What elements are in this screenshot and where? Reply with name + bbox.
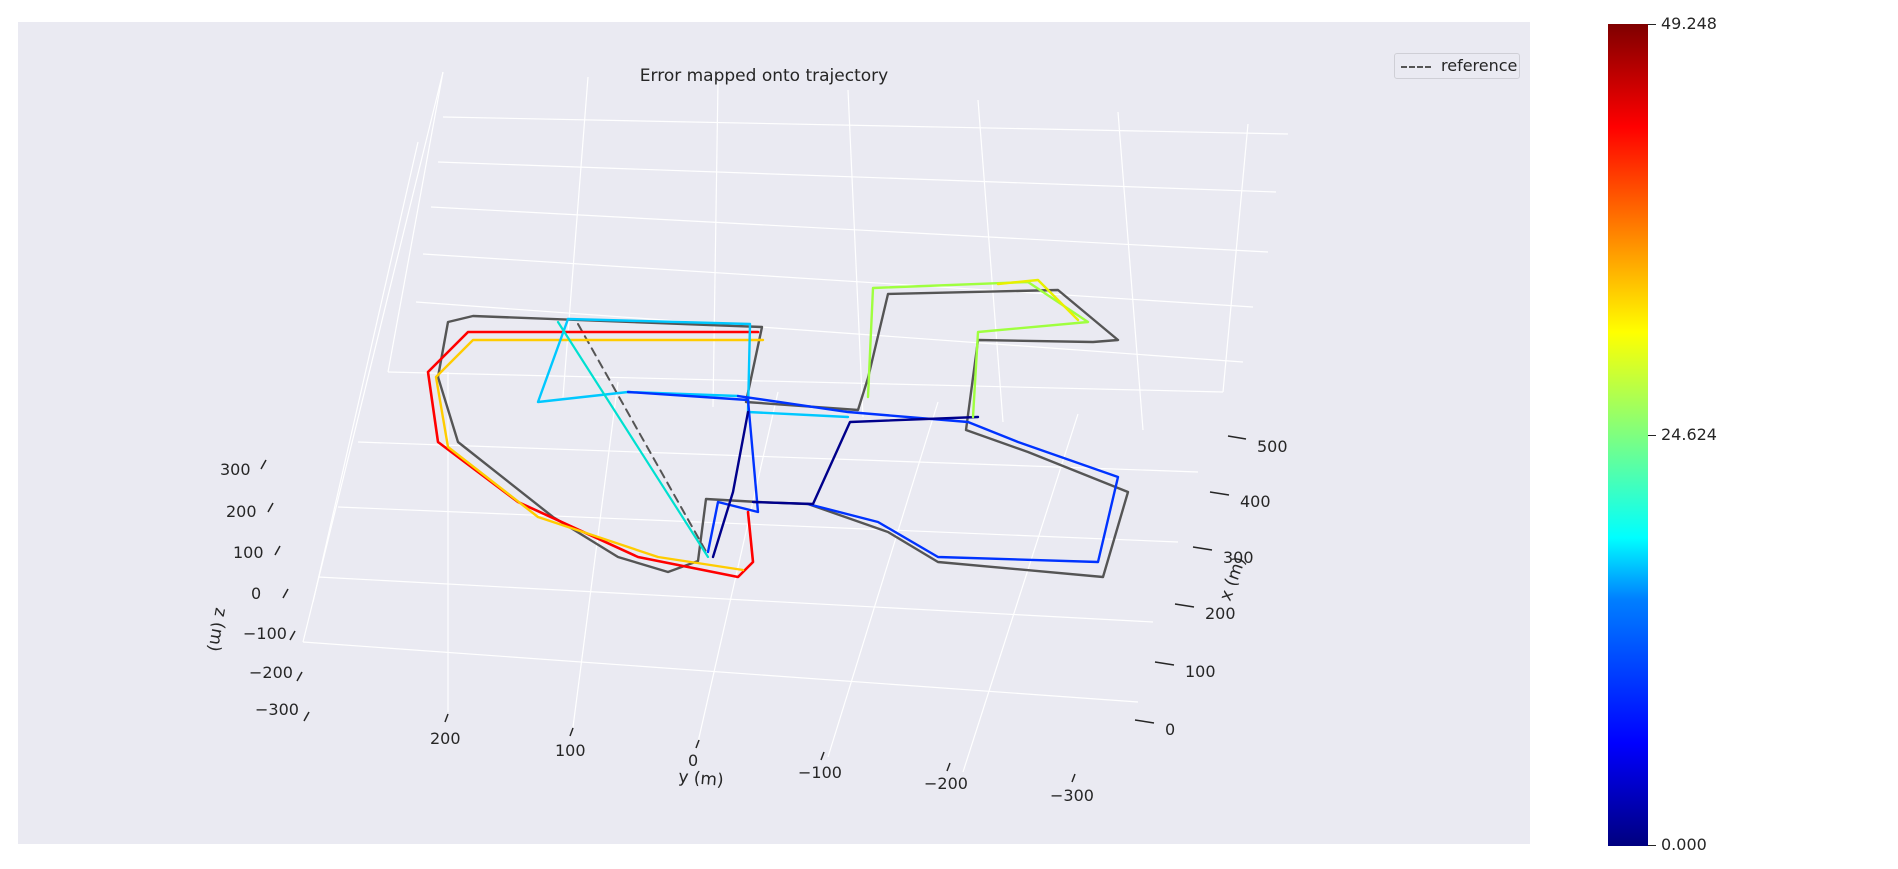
colorbar-tick-label: 49.248: [1661, 14, 1717, 33]
colorbar-tick: [1648, 845, 1656, 846]
y-tick: −100: [798, 751, 842, 782]
z-axis: 300 200 100 0 −100 −200 −300 z (m): [203, 459, 310, 722]
y-tick: 0: [688, 739, 700, 770]
z-tick-label: −300: [255, 700, 299, 719]
x-tick: 300: [1192, 546, 1254, 567]
grid-line: [562, 76, 589, 398]
grid-line: [572, 381, 619, 728]
x-tick-label: 200: [1205, 604, 1236, 623]
colorbar-tick-label: 0.000: [1661, 835, 1707, 854]
z-tick: 0: [251, 584, 289, 603]
y-tick: 100: [555, 727, 586, 760]
grid-line: [387, 71, 444, 373]
grid-line: [712, 81, 719, 408]
error-colored-segment: [536, 317, 850, 419]
z-tick-label: 300: [220, 460, 251, 479]
grid-line: [962, 413, 1079, 773]
y-tick-label: −300: [1050, 786, 1094, 805]
y-tick: −300: [1050, 773, 1094, 805]
legend-label: reference: [1441, 56, 1518, 75]
z-tick-label: −200: [249, 663, 293, 682]
legend-dashed-line-icon: [1401, 66, 1431, 68]
colorbar-tick: [1648, 435, 1656, 436]
grid-lines: [302, 71, 1289, 773]
chart-svg: Error mapped onto trajectory 0 100 200 3…: [203, 66, 1289, 805]
z-tick-label: 200: [226, 502, 257, 521]
grid-line: [302, 71, 444, 643]
y-tick-label: −200: [924, 774, 968, 793]
x-tick-label: 100: [1185, 662, 1216, 681]
grid-line: [977, 99, 1004, 423]
y-axis-label: y (m): [678, 767, 725, 791]
plot-area: Error mapped onto trajectory 0 100 200 3…: [18, 22, 1530, 844]
y-tick: 200: [430, 713, 461, 748]
grid-line: [387, 371, 1224, 393]
z-tick: −100: [243, 624, 296, 643]
x-tick-label: 400: [1240, 492, 1271, 511]
colorbar-tick-label: 24.624: [1661, 425, 1717, 444]
grid-line: [697, 391, 779, 743]
grid-line: [827, 401, 939, 758]
error-colored-segment: [626, 390, 1120, 564]
x-axis: 0 100 200 300 400 500 x (m): [1134, 435, 1288, 739]
y-tick-label: 100: [555, 741, 586, 760]
error-colored-segment: [866, 280, 1090, 419]
error-colored-segment: [711, 410, 980, 559]
grid-line: [442, 116, 1289, 135]
colorbar-tick: [1648, 24, 1656, 25]
x-axis-label: x (m): [1216, 554, 1250, 603]
x-tick: 100: [1154, 661, 1216, 681]
trajectory-group: [426, 278, 1130, 579]
error-colored-segment: [996, 278, 1080, 322]
z-tick-label: 0: [251, 584, 261, 603]
grid-line: [430, 206, 1269, 253]
y-tick-label: 0: [688, 751, 698, 770]
y-tick: −200: [924, 762, 968, 793]
z-tick: 100: [233, 543, 281, 562]
grid-line: [357, 441, 1199, 473]
x-tick-label: 500: [1257, 437, 1288, 456]
y-tick-label: 200: [430, 729, 461, 748]
y-tick-label: −100: [798, 763, 842, 782]
x-tick: 0: [1134, 719, 1175, 739]
x-tick-label: 300: [1223, 548, 1254, 567]
reference-dash: [577, 323, 709, 556]
error-colored-segment: [434, 338, 765, 572]
x-tick: 200: [1174, 603, 1236, 623]
x-tick: 500: [1227, 435, 1288, 456]
grid-line: [415, 301, 1244, 363]
grid-line: [312, 141, 419, 603]
grid-line: [302, 641, 1139, 703]
grid-line: [1222, 123, 1249, 393]
z-tick: −200: [249, 663, 303, 682]
legend: reference: [1394, 53, 1520, 79]
z-tick-label: 100: [233, 543, 264, 562]
z-tick: 200: [226, 502, 274, 521]
colorbar: [1608, 24, 1648, 846]
error-colored-segment: [556, 320, 710, 559]
chart-title: Error mapped onto trajectory: [640, 66, 888, 86]
y-axis: 200 100 0 −100 −200 −300 y (m): [430, 713, 1094, 805]
grid-line: [337, 506, 1179, 543]
z-tick-label: −100: [243, 624, 287, 643]
grid-line: [317, 576, 1154, 623]
grid-line: [422, 253, 1254, 308]
z-tick: 300: [220, 459, 267, 479]
z-axis-label: z (m): [203, 606, 230, 653]
x-tick: 400: [1209, 491, 1271, 511]
grid-line: [1117, 111, 1144, 431]
grid-line: [437, 161, 1277, 193]
z-tick: −300: [255, 700, 310, 722]
x-tick-label: 0: [1165, 720, 1175, 739]
grid-line: [847, 89, 864, 418]
